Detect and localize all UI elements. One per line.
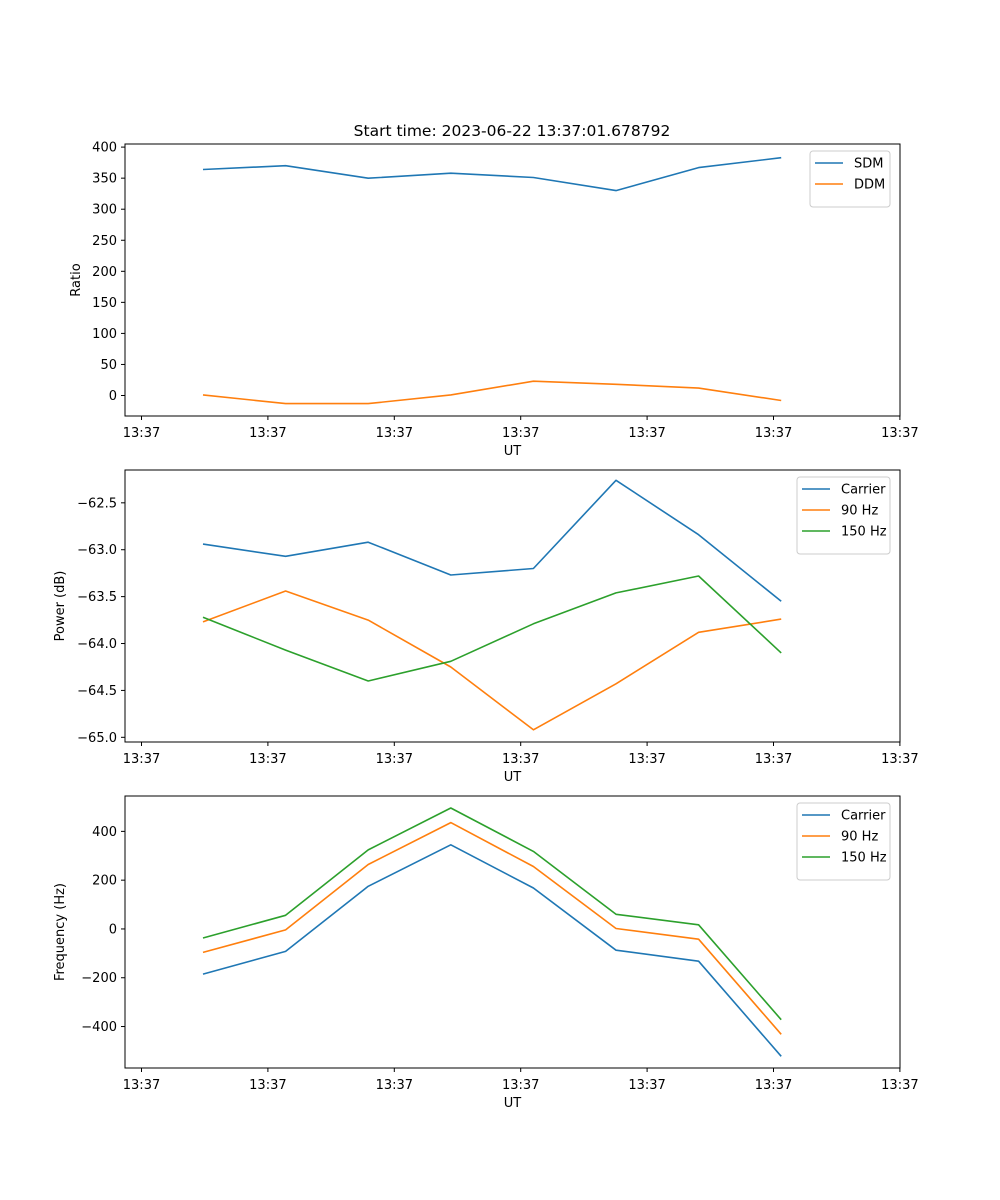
x-tick-label: 13:37 [376,1078,413,1093]
subplot-3: −400 −200 0 200 400 13:37 13:37 13:37 13:37 13:37… [53,795,919,1111]
x-tick-label: 13:37 [502,1078,539,1093]
y-tick-label: −64.5 [77,684,117,699]
x-tick-label: 13:37 [881,426,918,441]
legend-entry: 150 Hz [841,525,887,540]
x-tick-label: 13:37 [628,1078,665,1093]
y-tick-label: −200 [81,971,117,986]
y-tick-label: 400 [92,825,117,840]
y-axis-label: Ratio [69,263,84,296]
legend-box [796,476,891,555]
series-line-ddm [202,380,782,405]
y-tick-label: 300 [92,203,117,218]
y-tick-label: 150 [92,296,117,311]
x-tick-label: 13:37 [628,426,665,441]
x-tick-label: 13:37 [123,1078,160,1093]
legend-entry: Carrier [841,483,886,498]
y-tick-label: −65.0 [77,731,117,746]
x-tick-label: 13:37 [249,1078,286,1093]
y-tick-label: 200 [92,874,117,889]
y-tick-label: 250 [92,234,117,249]
series-line-90-hz [202,590,782,731]
series-line-sdm [202,156,782,192]
x-axis-label: UT [504,770,522,785]
x-tick-label: 13:37 [123,752,160,767]
y-axis-label: Power (dB) [53,571,68,642]
x-tick-label: 13:37 [881,1078,918,1093]
series-line-150-hz [202,575,782,682]
x-tick-label: 13:37 [628,752,665,767]
y-tick-label: 200 [92,265,117,280]
axes-frame [124,469,901,743]
y-tick-label: 0 [109,922,117,937]
y-tick-label: 400 [92,141,117,156]
x-tick-label: 13:37 [502,752,539,767]
x-tick-label: 13:37 [376,752,413,767]
x-tick-label: 13:37 [755,1078,792,1093]
y-tick-label: −400 [81,1020,117,1035]
series-line-150-hz [202,807,782,1021]
y-tick-label: −62.5 [77,496,117,511]
x-tick-label: 13:37 [123,426,160,441]
x-tick-label: 13:37 [502,426,539,441]
legend-entry: 150 Hz [841,851,887,866]
subplot-1: 0 50 100 150 200 250 300 350 400 13:37 13:37 13:37 1… [69,141,919,459]
y-tick-label: −63.5 [77,590,117,605]
x-axis-label: UT [504,444,522,459]
legend: Carrier 90 Hz 150 Hz [796,476,891,555]
legend-entry: 90 Hz [841,504,878,519]
subplots: 0 50 100 150 200 250 300 350 400 13:37 13:37 13:37 1… [53,141,919,1111]
y-axis-label: Frequency (Hz) [53,883,68,981]
subplot-2: −65.0 −64.5 −64.0 −63.5 −63.0 −62.5 13:37 13:37… [53,469,919,785]
legend: SDM DDM [809,150,891,208]
axes-frame [124,795,901,1069]
x-tick-label: 13:37 [376,426,413,441]
y-tick-label: 50 [100,358,117,373]
series-line-90-hz [202,821,782,1035]
y-tick-label: 0 [109,389,117,404]
legend: Carrier 90 Hz 150 Hz [796,802,891,881]
series-line-carrier [202,843,782,1057]
y-tick-label: −64.0 [77,637,117,652]
legend-entry: SDM [854,157,883,172]
x-tick-label: 13:37 [249,426,286,441]
legend-entry: 90 Hz [841,830,878,845]
series-line-carrier [202,479,782,602]
x-tick-label: 13:37 [249,752,286,767]
x-tick-label: 13:37 [755,426,792,441]
x-tick-label: 13:37 [881,752,918,767]
y-tick-label: 350 [92,172,117,187]
figure-title: Start time: 2023-06-22 13:37:01.678792 [354,122,671,140]
legend-entry: DDM [854,178,885,193]
legend-box [796,802,891,881]
y-tick-label: 100 [92,327,117,342]
y-tick-label: −63.0 [77,543,117,558]
x-tick-label: 13:37 [755,752,792,767]
x-axis-label: UT [504,1096,522,1111]
legend-box [809,150,891,208]
legend-entry: Carrier [841,809,886,824]
axes-frame [124,143,901,417]
